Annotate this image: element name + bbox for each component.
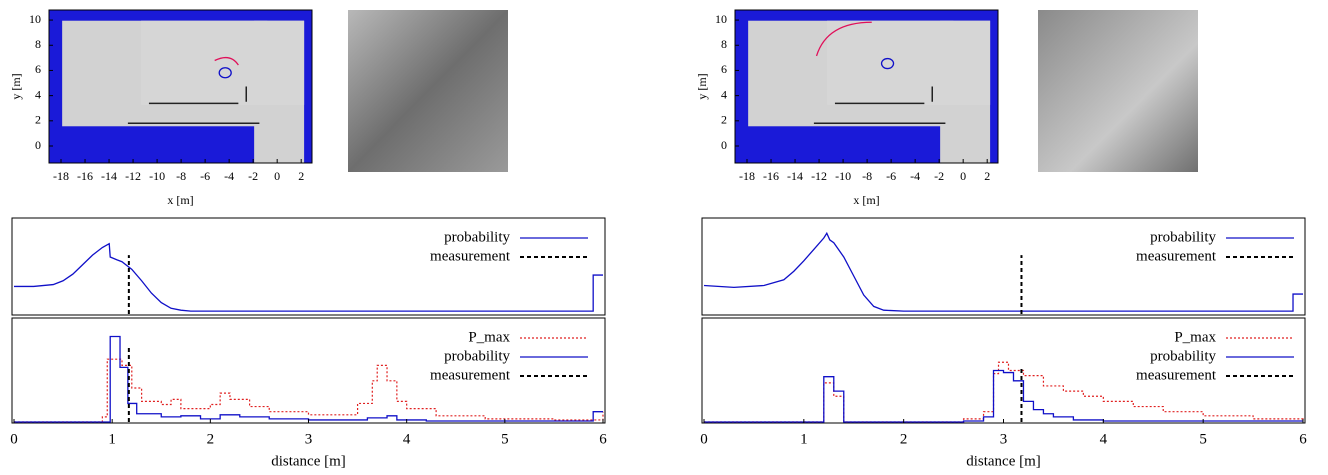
x-tick-label: -10: [835, 169, 851, 183]
y-axis-label: y [m]: [9, 73, 23, 99]
x-tick-label: 4: [403, 431, 411, 447]
x-tick-label: 2: [984, 169, 990, 183]
plot-frame: [48, 9, 313, 164]
x-axis-label: distance [m]: [271, 453, 346, 469]
x-tick-label: -14: [787, 169, 803, 183]
x-axis-label: x [m]: [853, 193, 879, 207]
series-line: [703, 231, 1303, 312]
plot-frame: [11, 217, 606, 316]
x-tick-label: 5: [501, 431, 509, 447]
x-tick-label: 1: [800, 431, 808, 447]
x-tick-label: -8: [176, 169, 186, 183]
y-tick-label: 2: [35, 113, 41, 127]
legend-label: measurement: [430, 248, 511, 264]
x-tick-label: 6: [599, 431, 607, 447]
x-tick-label: 6: [1299, 431, 1307, 447]
plot-frame: [701, 217, 1306, 316]
y-tick-label: 4: [35, 87, 41, 101]
x-tick-label: -18: [739, 169, 755, 183]
legend-label: measurement: [1136, 367, 1217, 383]
legend-label: P_max: [1174, 329, 1216, 345]
y-tick-label: 2: [721, 113, 727, 127]
series-line: [704, 369, 1303, 423]
series-line: [14, 335, 603, 423]
y-tick-label: 6: [721, 62, 727, 76]
plot-frame: [734, 9, 999, 164]
y-tick-label: 0: [35, 138, 41, 152]
y-tick-label: 10: [715, 12, 727, 26]
trajectory: [815, 21, 872, 57]
x-tick-label: -4: [910, 169, 920, 183]
map-wall: [813, 86, 946, 124]
plot-frame: [11, 317, 606, 424]
x-tick-label: -8: [862, 169, 872, 183]
x-tick-label: 1: [108, 431, 116, 447]
x-tick-label: -2: [934, 169, 944, 183]
trajectory: [214, 56, 239, 66]
x-tick-label: -2: [248, 169, 258, 183]
y-tick-label: 10: [29, 12, 41, 26]
legend-label: P_max: [468, 329, 510, 345]
photo: [1038, 10, 1198, 172]
x-tick-label: -18: [53, 169, 69, 183]
x-tick-label: 0: [960, 169, 966, 183]
x-tick-label: 0: [10, 431, 18, 447]
legend-label: probability: [1150, 348, 1216, 364]
x-tick-label: -14: [101, 169, 117, 183]
x-tick-label: 3: [305, 431, 313, 447]
trajectory: [880, 57, 895, 70]
series-line: [14, 242, 603, 312]
x-tick-label: 0: [700, 431, 708, 447]
series-line: [14, 358, 604, 423]
x-tick-label: -6: [200, 169, 210, 183]
x-tick-label: -16: [77, 169, 93, 183]
x-tick-label: 4: [1100, 431, 1108, 447]
x-tick-label: 2: [298, 169, 304, 183]
map-free: [827, 20, 991, 105]
x-tick-label: -6: [886, 169, 896, 183]
legend-label: measurement: [430, 367, 511, 383]
x-tick-label: 2: [900, 431, 908, 447]
x-tick-label: -16: [763, 169, 779, 183]
x-tick-label: -4: [224, 169, 234, 183]
y-tick-label: 6: [35, 62, 41, 76]
x-tick-label: -10: [149, 169, 165, 183]
trajectory: [218, 67, 232, 79]
x-tick-label: 5: [1199, 431, 1207, 447]
x-tick-label: 0: [274, 169, 280, 183]
legend-label: probability: [1150, 229, 1216, 245]
photo: [348, 10, 508, 172]
y-tick-label: 8: [35, 37, 41, 51]
legend-label: probability: [444, 229, 510, 245]
legend-label: probability: [444, 348, 510, 364]
map-wall: [127, 86, 260, 124]
x-tick-label: -12: [811, 169, 827, 183]
x-axis-label: distance [m]: [966, 453, 1041, 469]
y-tick-label: 0: [721, 138, 727, 152]
legend-label: measurement: [1136, 248, 1217, 264]
map-free: [141, 20, 305, 105]
x-axis-label: x [m]: [167, 193, 193, 207]
x-tick-label: 3: [1000, 431, 1008, 447]
x-tick-label: -12: [125, 169, 141, 183]
y-tick-label: 4: [721, 87, 727, 101]
y-axis-label: y [m]: [695, 73, 709, 99]
x-tick-label: 2: [207, 431, 215, 447]
y-tick-label: 8: [721, 37, 727, 51]
